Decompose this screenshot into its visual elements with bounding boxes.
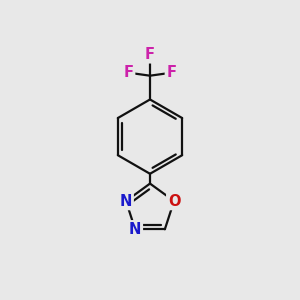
Text: N: N: [129, 222, 141, 237]
Text: F: F: [145, 47, 155, 62]
Text: F: F: [124, 65, 134, 80]
Text: N: N: [120, 194, 132, 208]
Text: F: F: [167, 65, 176, 80]
Text: O: O: [168, 194, 180, 208]
